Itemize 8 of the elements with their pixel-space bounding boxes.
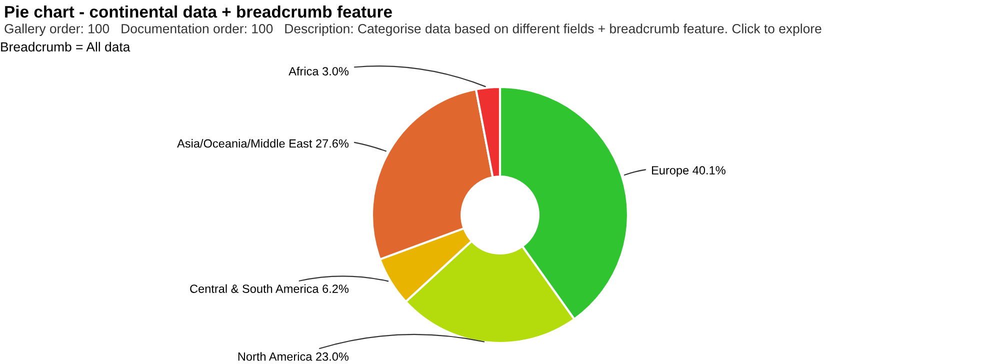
slice-label: Central & South America 6.2%	[190, 284, 349, 293]
text: Breadcrumb = All data	[1, 42, 130, 52]
slice-label: Africa 3.0%	[288, 66, 349, 76]
slice-label: Asia/Oceania/Middle East 27.6%	[177, 138, 349, 148]
slice-label: North America 23.0%	[238, 352, 349, 361]
chart-subtitle: Gallery order: 100 Documentation order: 100 Description: Categorise data based on different fields + breadcrumb feature. Click to explore	[4, 24, 822, 36]
chart-title: Pie chart - continental data + breadcrumb feature	[5, 5, 392, 18]
slice-label: Europe 40.1%	[652, 166, 726, 177]
